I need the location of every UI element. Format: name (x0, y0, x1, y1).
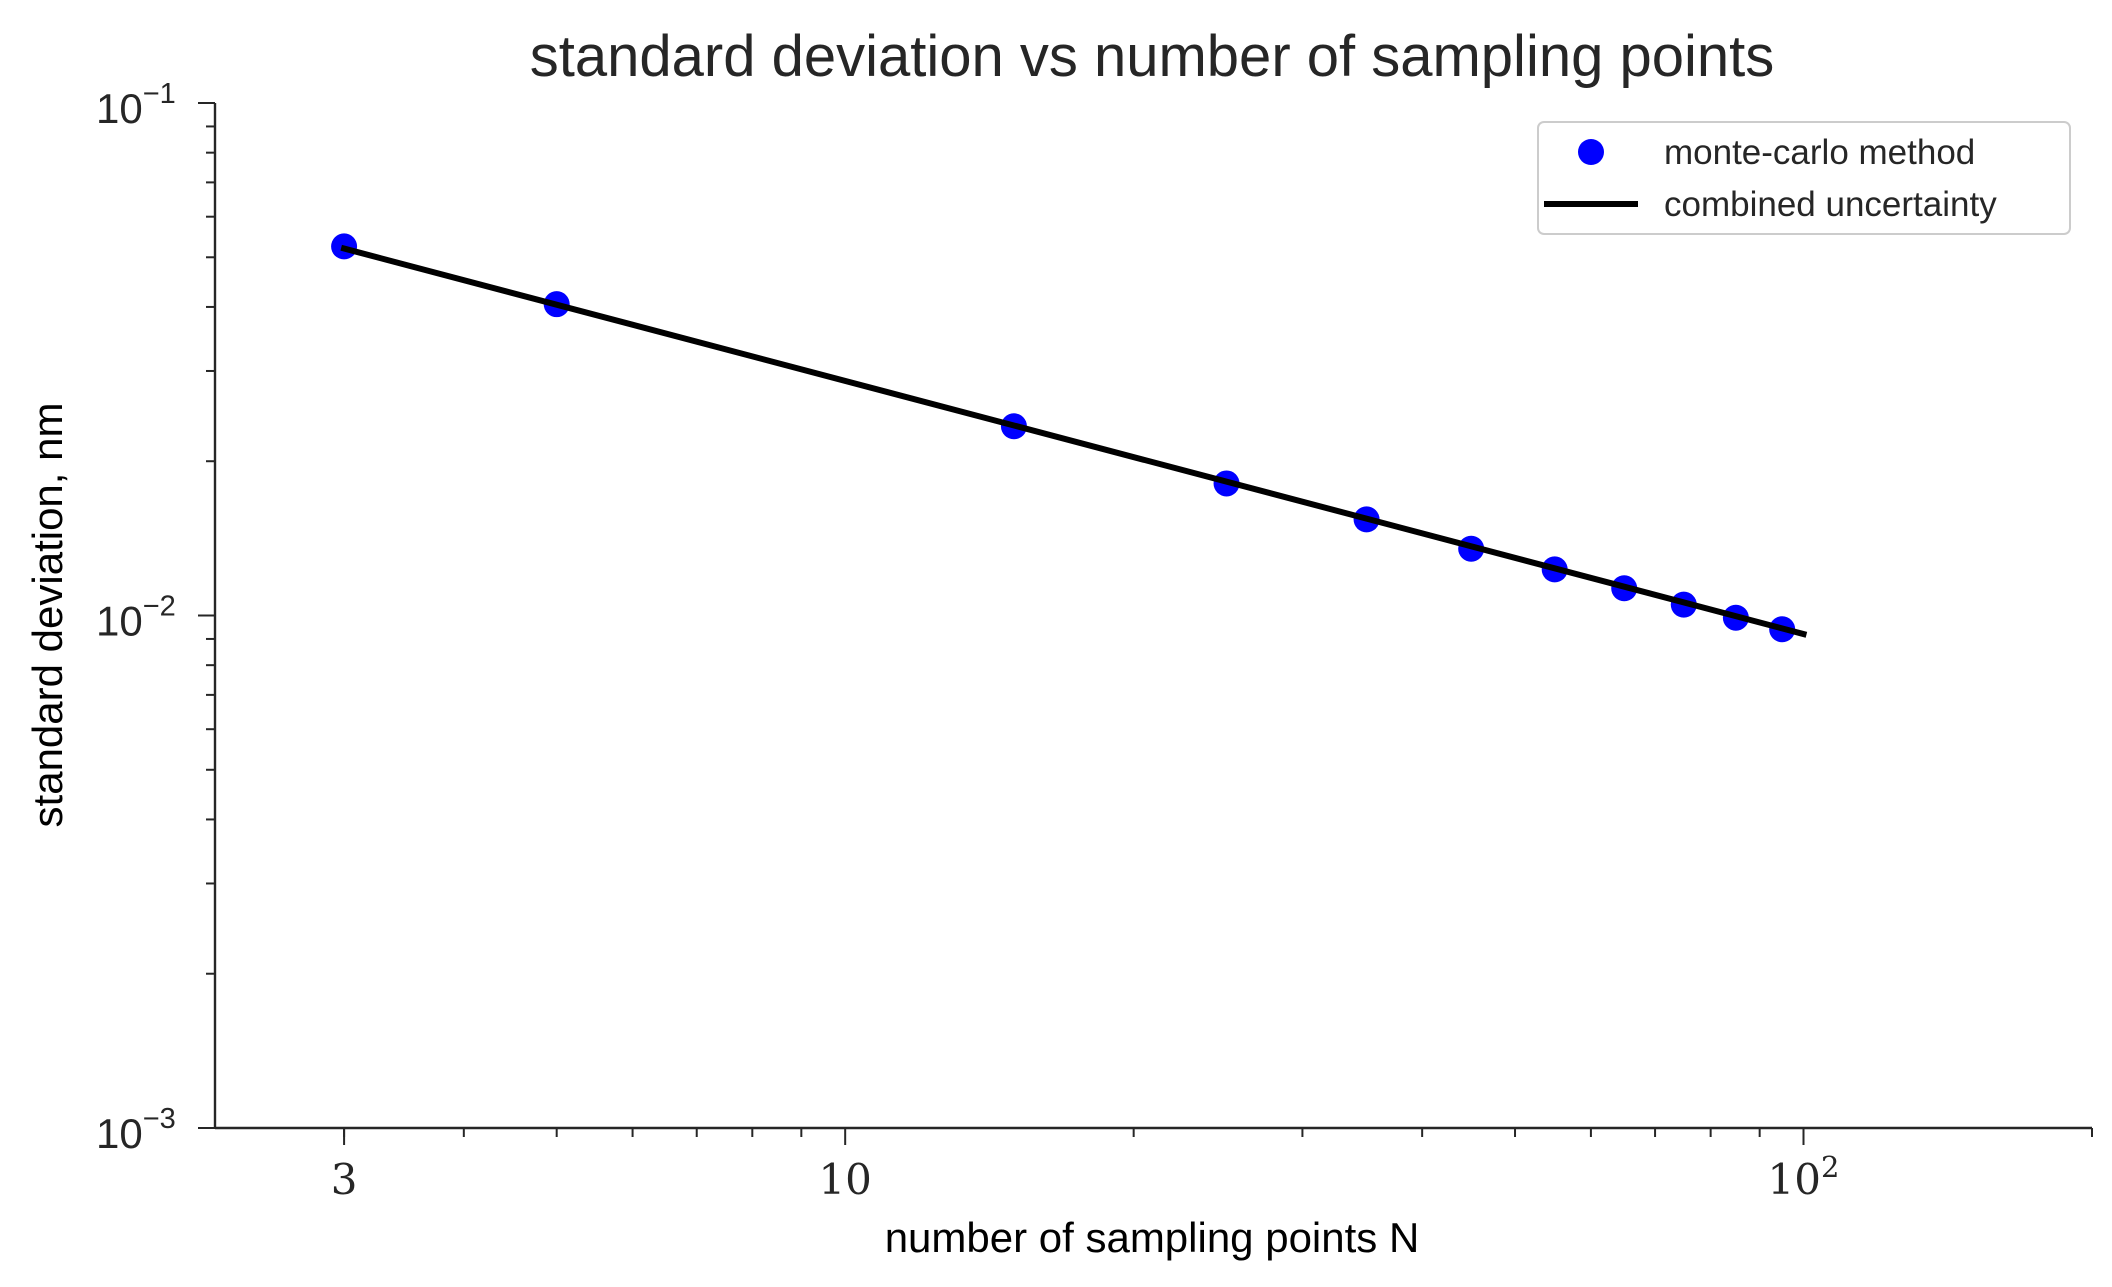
x-tick-label: 102 (1768, 1150, 1840, 1204)
y-tick-label: 10−2 (96, 591, 176, 645)
y-axis-label: standard deviation, nm (24, 403, 71, 828)
legend: monte-carlo method combined uncertainty (1537, 121, 2071, 235)
chart-title: standard deviation vs number of sampling… (530, 24, 1774, 89)
plot-area (331, 233, 1808, 643)
legend-frame (1537, 121, 2071, 235)
x-tick-label: 3 (331, 1155, 358, 1204)
y-tick-label: 10−3 (96, 1103, 176, 1157)
y-ticks: 10−3 10−2 10−1 (96, 78, 215, 1157)
y-tick-label: 10−1 (96, 78, 176, 132)
series-line-combined-uncertainty (340, 244, 1808, 638)
legend-label-combined: combined uncertainty (1664, 185, 1997, 224)
legend-label-monte-carlo: monte-carlo method (1664, 133, 1975, 172)
x-ticks: 3 10 102 (331, 1128, 2093, 1204)
x-axis-label: number of sampling points N (885, 1214, 1420, 1261)
legend-marker-monte-carlo (1578, 139, 1604, 165)
x-tick-label: 10 (818, 1155, 871, 1204)
